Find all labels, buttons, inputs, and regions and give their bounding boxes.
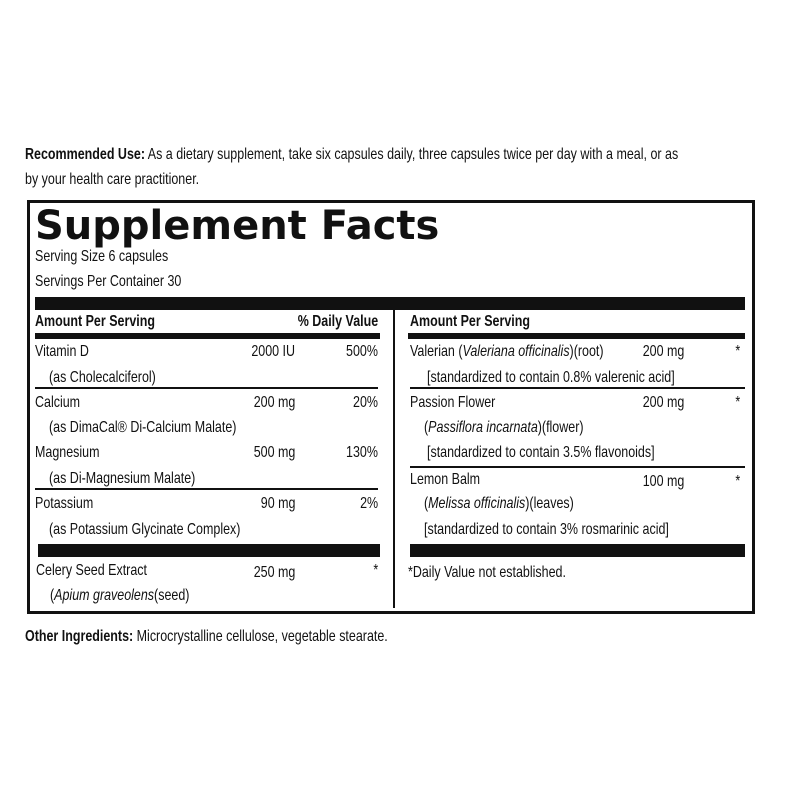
herb-standardization: [standardized to contain 0.8% valerenic … [427,369,675,386]
row-divider [410,387,745,389]
row-divider [35,387,378,389]
latin-name: Valeriana officinalis [462,343,570,360]
other-ingredients-text: Microcrystalline cellulose, vegetable st… [136,628,388,645]
nutrient-dv: 2% [359,495,378,512]
herb-name: Passion Flower [410,394,496,411]
nutrient-dv: * [373,562,378,579]
thick-divider [38,544,380,557]
nutrient-name: Celery Seed Extract [36,562,147,579]
header-divider-right [408,333,745,339]
nutrient-source: (Apium graveolens(seed) [50,587,190,604]
herb-latin: (Passiflora incarnata)(flower) [424,419,584,436]
recommended-use-line2: by your health care practitioner. [25,171,200,188]
footnote: *Daily Value not established. [408,564,566,581]
row-divider [410,466,745,468]
nutrient-name: Vitamin D [35,343,89,360]
herb-amount: 200 mg [642,394,684,411]
nutrient-amount: 200 mg [253,394,295,411]
thick-divider [35,297,745,310]
row-divider [35,488,378,490]
herb-name: Valerian (Valeriana officinalis)(root) [410,343,604,360]
latin-name: Apium graveolens [54,587,155,604]
plant-part: (seed) [154,587,190,604]
nutrient-name: Potassium [35,495,94,512]
nutrient-amount: 90 mg [260,495,295,512]
nutrient-amount: 250 mg [253,564,295,581]
thick-divider [410,544,745,557]
herb-name: Lemon Balm [410,471,481,488]
herb-dv: * [735,394,740,411]
nutrient-dv: 500% [346,343,378,360]
herb-standardization: [standardized to contain 3.5% flavonoids… [427,444,655,461]
recommended-use-text: As a dietary supplement, take six capsul… [147,146,679,163]
nutrient-source: (as Potassium Glycinate Complex) [49,521,241,538]
nutrient-dv: 130% [346,444,378,461]
nutrient-amount: 500 mg [253,444,295,461]
left-header-dv: % Daily Value [297,313,378,330]
nutrient-source: (as DimaCal® Di-Calcium Malate) [49,419,237,436]
panel-title: Supplement Facts [35,203,440,249]
herb-standardization: [standardized to contain 3% rosmarinic a… [424,521,669,538]
nutrient-dv: 20% [353,394,378,411]
nutrient-source: (as Cholecalciferol) [49,369,156,386]
header-divider-left [35,333,380,339]
herb-dv: * [735,343,740,360]
other-ingredients: Other Ingredients: Microcrystalline cell… [25,627,388,647]
recommended-use-line1: Recommended Use: As a dietary supplement… [25,145,678,165]
herb-amount: 100 mg [642,473,684,490]
right-header-amount: Amount Per Serving [410,313,530,330]
herb-latin: (Melissa officinalis)(leaves) [424,495,574,512]
nutrient-name: Magnesium [35,444,100,461]
servings-per-container: Servings Per Container 30 [35,273,182,290]
left-header-amount: Amount Per Serving [35,313,155,330]
nutrient-amount: 2000 IU [251,343,295,360]
column-divider [393,310,395,608]
recommended-use-label: Recommended Use: [25,146,145,163]
supplement-facts-panel [27,200,755,614]
nutrient-source: (as Di-Magnesium Malate) [49,470,196,487]
serving-size: Serving Size 6 capsules [35,248,169,265]
herb-dv: * [735,473,740,490]
nutrient-name: Calcium [35,394,81,411]
herb-amount: 200 mg [642,343,684,360]
other-ingredients-label: Other Ingredients: [25,628,134,645]
